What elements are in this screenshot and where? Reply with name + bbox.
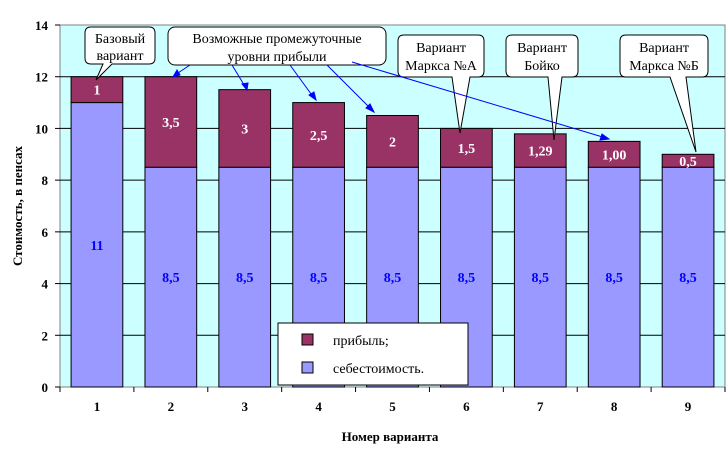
data-label-profit-3: 3 (241, 122, 248, 137)
arrow-head-bar-4 (308, 91, 317, 102)
data-label-cost-3: 8,5 (236, 271, 254, 286)
x-tick-label-1: 1 (94, 399, 101, 414)
data-label-profit-4: 2,5 (310, 129, 328, 144)
callout-boyko: Вариант Бойко (505, 34, 579, 141)
arrow-head-bar-2 (171, 69, 181, 78)
x-tick-label-3: 3 (241, 399, 248, 414)
callout-boyko-line1: Вариант (517, 41, 567, 56)
data-label-profit-6: 1,5 (458, 142, 476, 157)
arrow-head-bar-5 (365, 103, 376, 114)
callout-marx-a-line2: Маркса №А (405, 59, 478, 74)
y-tick-label: 10 (35, 121, 48, 136)
data-label-profit-1: 1 (93, 84, 100, 99)
legend-swatch-profit (301, 333, 314, 346)
data-label-cost-9: 8,5 (679, 271, 697, 286)
bar-profit-3 (218, 89, 272, 168)
data-label-profit-9: 0,5 (679, 155, 697, 170)
arrow-to-bar-5 (326, 64, 373, 111)
data-label-cost-1: 11 (90, 239, 103, 254)
data-label-cost-5: 8,5 (384, 271, 402, 286)
callout-profit-levels-line2: уровни прибыли (227, 50, 327, 65)
y-tick-label: 0 (42, 380, 49, 395)
callout-boyko-line2: Бойко (524, 59, 560, 74)
callout-arrows (171, 61, 611, 141)
callout-base-variant-bubble (84, 26, 156, 81)
bar-profit-9 (661, 153, 715, 168)
arrow-to-bar-4 (289, 64, 315, 99)
y-tick-label: 4 (42, 277, 49, 292)
callout-base-variant-line1: Базовый (95, 32, 146, 47)
data-label-cost-4: 8,5 (310, 271, 328, 286)
x-tick-label-7: 7 (537, 399, 544, 414)
callout-marx-b-line2: Маркса №Б (629, 59, 699, 74)
x-tick-label-6: 6 (463, 399, 470, 414)
bar-cost-2 (144, 166, 198, 388)
y-tick-label: 12 (35, 70, 48, 85)
callout-base-variant-line2: вариант (97, 49, 144, 64)
callout-boyko-bubble (505, 34, 579, 141)
callout-profit-levels-line1: Возможные промежуточные (192, 32, 361, 47)
callout-marx-a-line1: Вариант (416, 41, 466, 56)
bar-cost-9 (661, 166, 715, 388)
x-tick-label-8: 8 (611, 399, 618, 414)
bar-profit-7 (513, 133, 567, 168)
callout-marx-b-line1: Вариант (639, 41, 689, 56)
callout-profit-levels-bubble (167, 26, 387, 66)
callout-marx-b-bubble (619, 34, 709, 153)
y-tick-label: 6 (42, 225, 49, 240)
legend-swatch-cost (301, 361, 314, 374)
y-tick-label: 2 (42, 328, 49, 343)
callout-marx-b: Вариант Маркса №Б (619, 34, 709, 153)
bar-profit-5 (366, 115, 419, 168)
bar-cost-7 (513, 166, 567, 388)
y-tick-label: 8 (42, 173, 49, 188)
y-axis-title: Стоимость, в пенсах (10, 145, 25, 266)
arrow-head-bar-3 (241, 82, 249, 92)
callout-marx-a: Вариант Маркса №А (397, 34, 485, 134)
x-tick-label-4: 4 (315, 399, 322, 414)
legend-box (277, 322, 469, 386)
bar-profit-2 (144, 76, 198, 168)
data-label-profit-2: 3,5 (162, 116, 180, 131)
bar-profit-8 (587, 140, 641, 168)
data-label-cost-6: 8,5 (458, 271, 476, 286)
x-tick-label-5: 5 (389, 399, 396, 414)
callout-base-variant: Базовый вариант (84, 26, 156, 81)
bar-cost-8 (587, 166, 641, 388)
bar-cost-1 (70, 102, 124, 388)
bar-profit-6 (440, 127, 493, 168)
bar-profit-1 (70, 76, 124, 104)
data-label-profit-7: 1,29 (528, 145, 553, 160)
callouts: Базовый вариант Возможные промежуточные … (84, 26, 709, 153)
x-tick-label-2: 2 (168, 399, 175, 414)
x-axis-title: Номер варианта (342, 429, 439, 444)
legend-label-cost: себестоимость. (333, 362, 424, 377)
data-label-cost-7: 8,5 (532, 271, 550, 286)
bar-profit-4 (292, 102, 345, 168)
data-label-cost-2: 8,5 (162, 271, 180, 286)
x-tick-label-9: 9 (685, 399, 692, 414)
data-label-profit-8: 1,00 (602, 148, 627, 163)
legend: прибыль; себестоимость. (277, 322, 469, 386)
arrow-head-bar-8 (599, 133, 611, 141)
callout-marx-a-bubble (397, 34, 485, 134)
data-label-profit-5: 2 (389, 135, 396, 150)
y-tick-label: 14 (35, 18, 49, 33)
arrow-to-bar-8 (351, 61, 607, 139)
data-label-cost-8: 8,5 (605, 271, 623, 286)
bars: 1118,53,58,538,52,58,528,51,58,51,298,51… (70, 76, 715, 388)
callout-profit-levels: Возможные промежуточные уровни прибыли (167, 26, 387, 66)
legend-label-profit: прибыль; (333, 334, 389, 349)
